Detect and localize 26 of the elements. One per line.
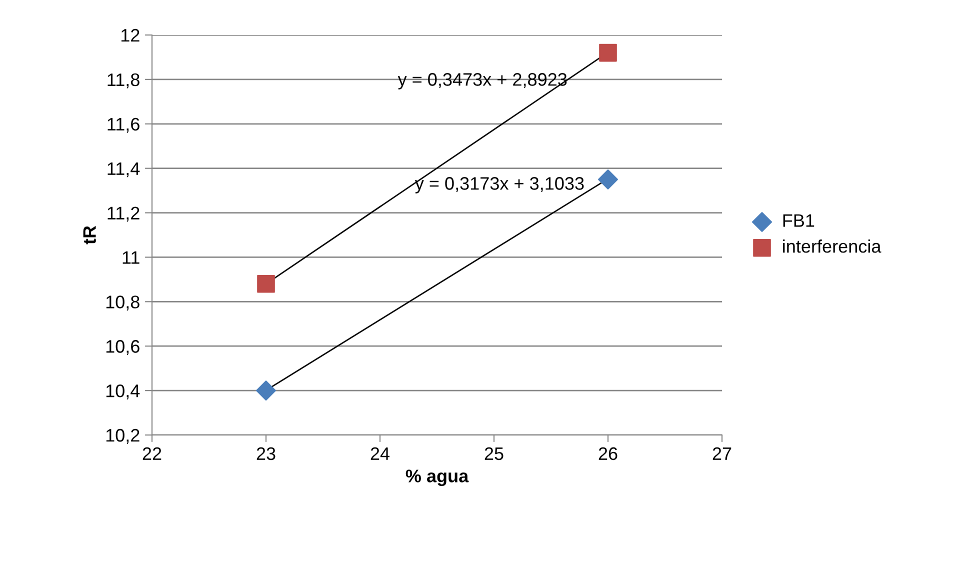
point	[256, 380, 276, 401]
point	[257, 274, 275, 293]
x-axis-title: % agua	[406, 470, 469, 486]
annotation: y = 0,3173x + 3,1033	[414, 177, 584, 194]
annotation: y = 0,3473x + 2,8923	[398, 73, 567, 90]
point	[599, 44, 617, 62]
y-tick-label: 12	[121, 28, 140, 42]
legend-label: interferencia	[783, 240, 882, 253]
x-tick-label: 27	[712, 447, 732, 460]
y-axis-title: tR	[83, 226, 96, 244]
x-tick-label: 26	[598, 447, 618, 460]
y-tick-label: 10,4	[106, 384, 140, 400]
point	[598, 169, 618, 190]
legend-label: FB1	[783, 214, 814, 227]
y-tick-label: 11	[122, 251, 140, 264]
y-tick-label: 11,8	[108, 73, 140, 88]
y-tick-label: 11,6	[108, 118, 140, 133]
x-tick-label: 25	[484, 447, 504, 460]
y-tick-label: 11,2	[108, 206, 140, 222]
x-tick-label: 22	[142, 447, 162, 460]
x-tick-label: 24	[370, 447, 390, 460]
y-tick-label: 10,6	[106, 340, 140, 355]
y-tick-label: 11,4	[108, 162, 140, 178]
x-tick-label: 23	[256, 447, 276, 460]
y-tick-label: 10,8	[106, 296, 140, 311]
y-tick-label: 10,2	[106, 428, 140, 444]
